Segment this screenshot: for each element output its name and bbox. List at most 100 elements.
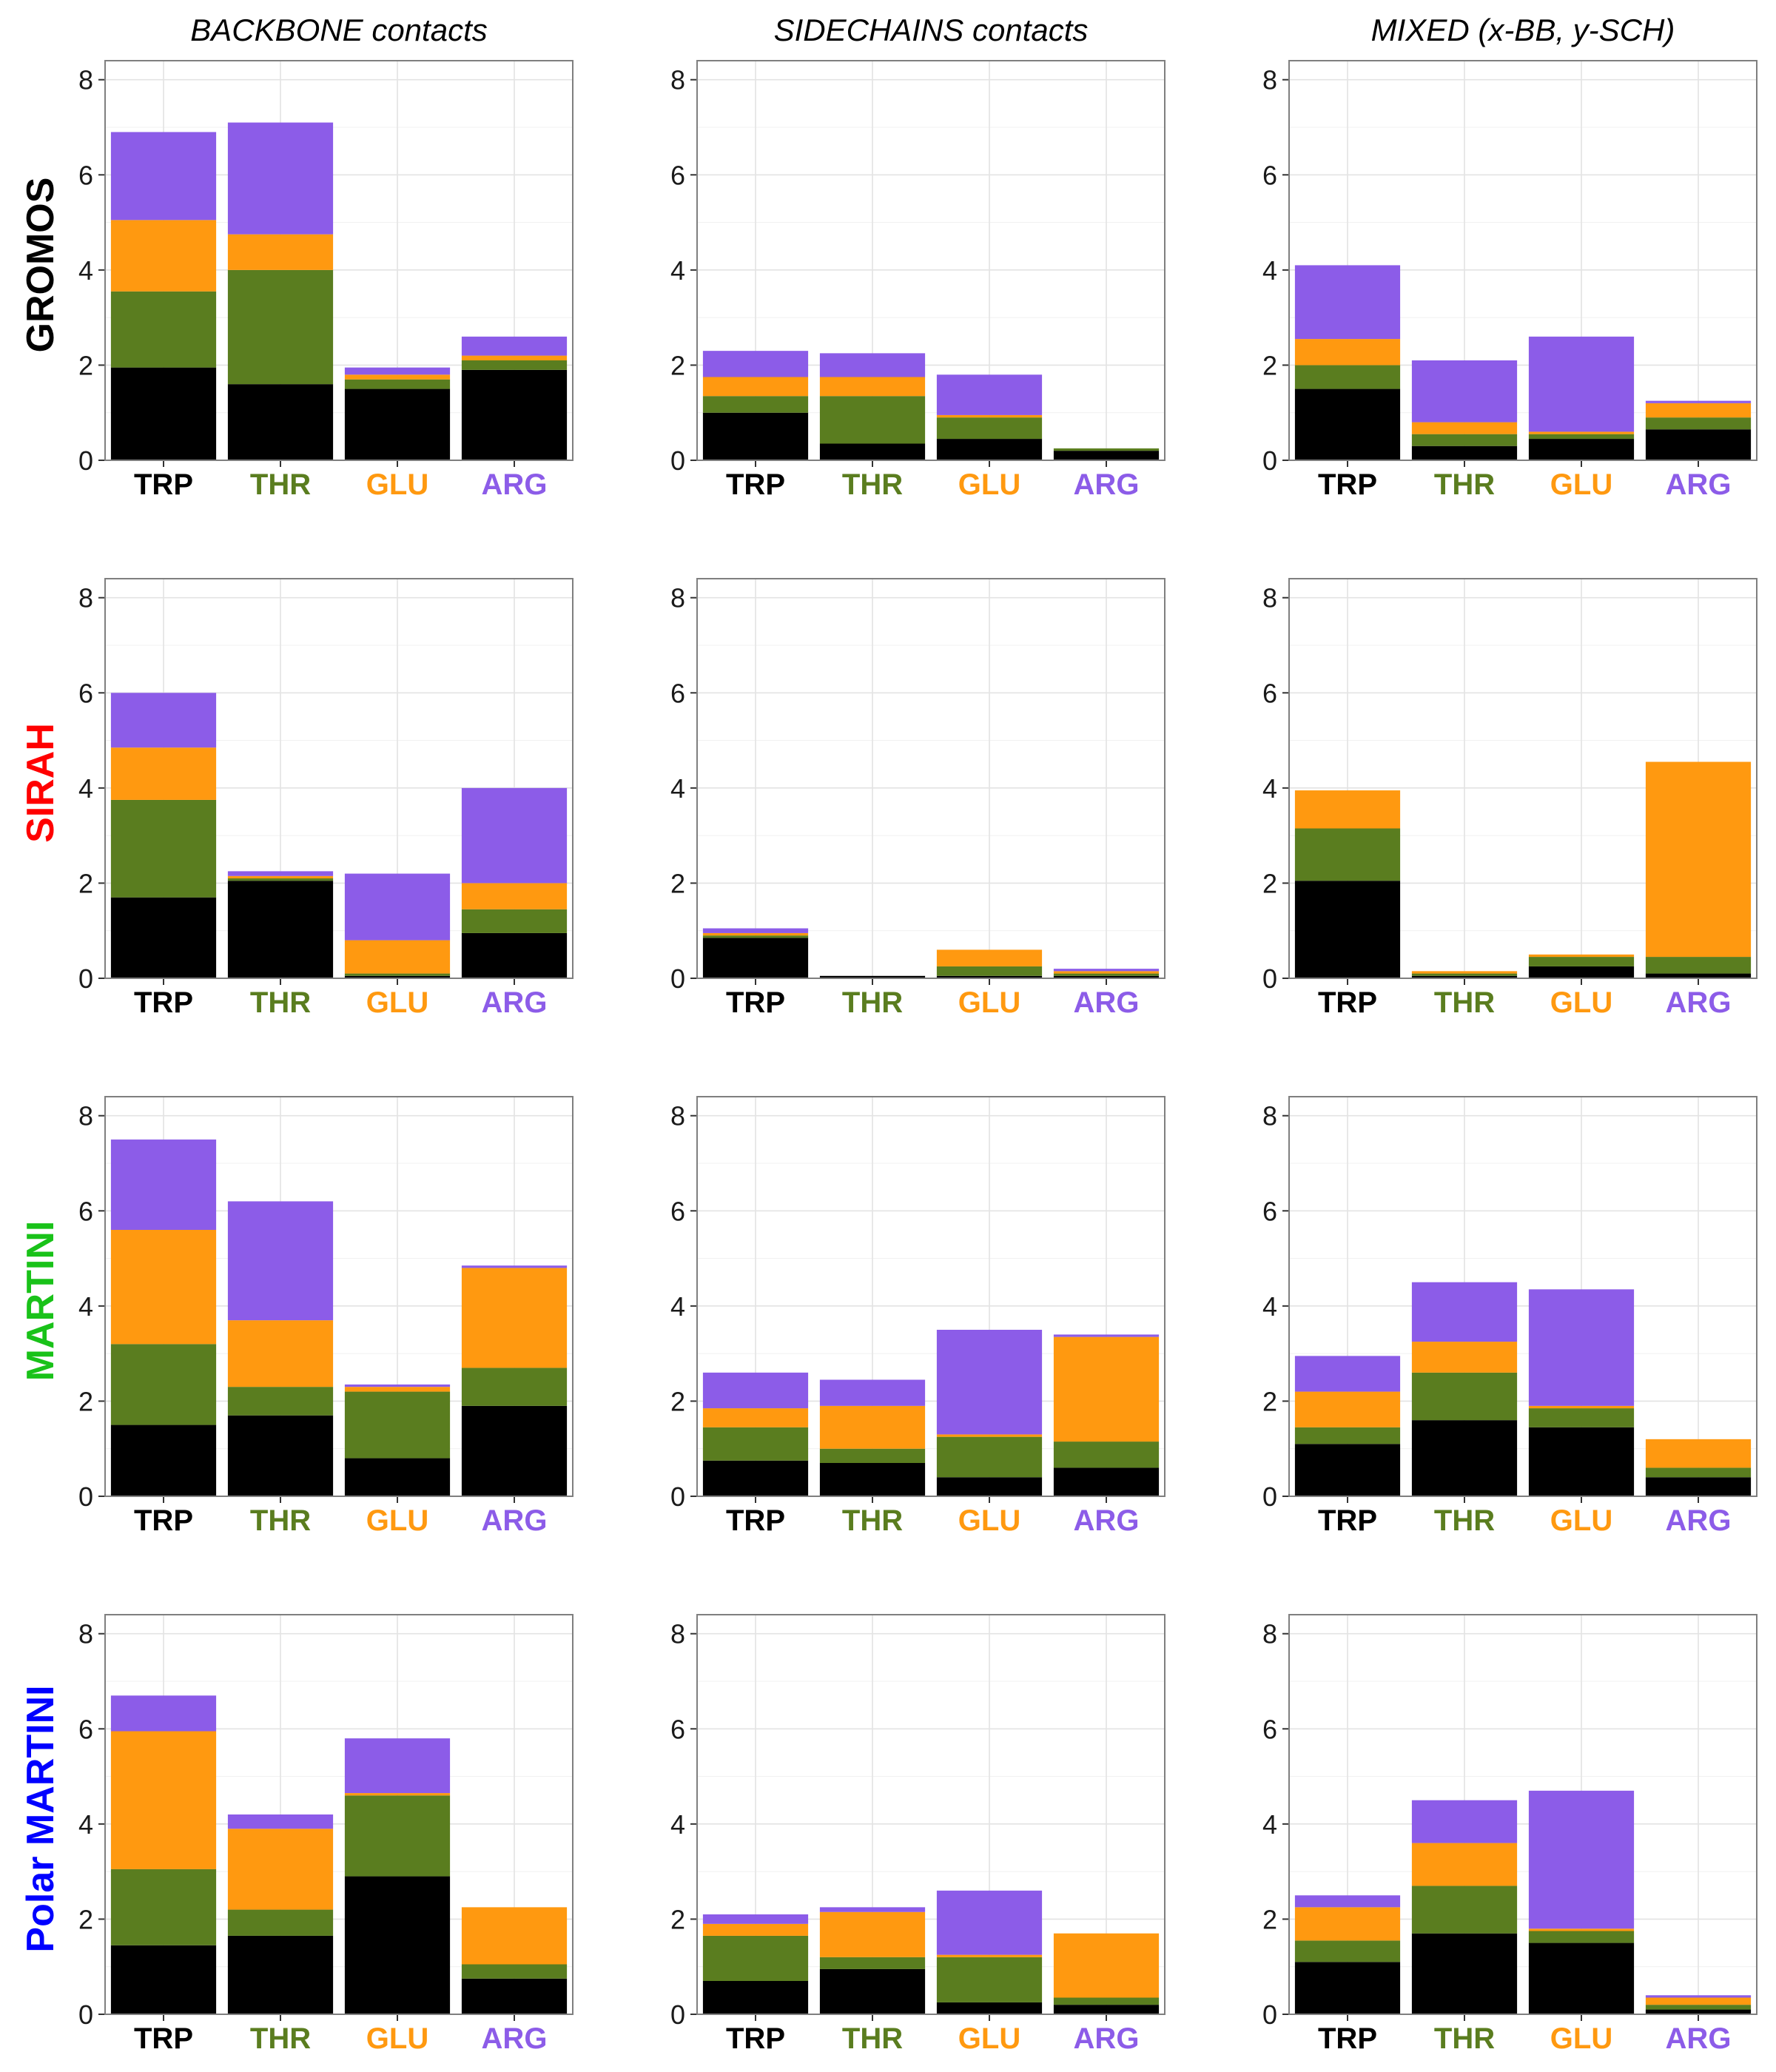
bar-segment-thr-arg xyxy=(1411,1282,1518,1342)
y-tick-label: 4 xyxy=(78,773,93,804)
x-category-label: GLU xyxy=(366,986,428,1019)
panel-border xyxy=(696,1096,1166,1497)
bar-segment-arg-glu xyxy=(1645,761,1752,958)
bar-segment-trp-thr xyxy=(702,935,809,938)
bar-segment-trp-thr xyxy=(702,1935,809,1981)
panel-background xyxy=(696,578,1166,979)
bar-segment-arg-glu xyxy=(1053,1336,1160,1442)
y-tick-label: 8 xyxy=(1262,583,1277,613)
x-category-label: TRP xyxy=(134,468,193,501)
bar-segment-thr-arg xyxy=(819,1379,926,1406)
y-tick-label: 2 xyxy=(1262,1904,1277,1934)
bar-segment-trp-arg xyxy=(110,1695,217,1732)
bar-segment-glu-arg xyxy=(1528,336,1635,432)
bar-segment-trp-glu xyxy=(110,220,217,292)
panel-border xyxy=(104,578,574,979)
y-tick-label: 2 xyxy=(670,868,685,898)
row-title-martini: MARTINI xyxy=(19,1221,62,1382)
bar-segment-trp-glu xyxy=(702,1923,809,1936)
bar-segment-trp-trp xyxy=(1294,881,1401,978)
x-category-label: TRP xyxy=(726,468,785,501)
y-tick-label: 8 xyxy=(78,583,93,613)
bar-segment-trp-thr xyxy=(702,396,809,413)
bar-segment-trp-arg xyxy=(702,351,809,377)
bar-segment-trp-trp xyxy=(110,1945,217,2014)
panel-3-1: 0 2 4 6 8 TRP THR GLU ARG xyxy=(78,1096,574,1537)
bar-segment-glu-arg xyxy=(344,367,451,375)
y-tick-label: 0 xyxy=(78,963,93,994)
bar-segment-glu-glu xyxy=(344,1793,451,1796)
bar-segment-thr-thr xyxy=(227,269,334,385)
panel-border xyxy=(104,60,574,461)
x-category-label: THR xyxy=(1434,1504,1495,1537)
bar-segment-thr-trp xyxy=(227,881,334,978)
bar-segment-arg-thr xyxy=(1645,957,1752,974)
bar-segment-thr-trp xyxy=(1411,445,1518,460)
bar-segment-arg-trp xyxy=(1645,973,1752,978)
bar-segment-arg-glu xyxy=(1645,1997,1752,2005)
x-category-label: GLU xyxy=(958,468,1020,501)
bar-segment-glu-trp xyxy=(344,1458,451,1496)
bar-segment-trp-thr xyxy=(702,1427,809,1461)
y-tick-label: 8 xyxy=(670,583,685,613)
bar-segment-arg-glu xyxy=(1053,971,1160,974)
bar-segment-arg-glu xyxy=(461,883,568,909)
bar-segment-trp-thr xyxy=(110,1344,217,1425)
bar-segment-trp-glu xyxy=(702,932,809,936)
y-tick-label: 2 xyxy=(78,350,93,380)
y-tick-label: 6 xyxy=(78,1196,93,1226)
bar-segment-trp-thr xyxy=(110,799,217,898)
bar-segment-trp-glu xyxy=(110,1731,217,1869)
y-tick-label: 4 xyxy=(1262,1291,1277,1322)
column-titles: BACKBONE contacts SIDECHAINS contacts MI… xyxy=(190,13,1675,47)
bar-segment-arg-trp xyxy=(1053,1467,1160,1496)
bar-segment-thr-arg xyxy=(227,1201,334,1321)
x-category-label: THR xyxy=(842,2022,903,2055)
x-category-label: THR xyxy=(250,986,311,1019)
bar-segment-glu-trp xyxy=(1528,439,1635,460)
bar-segment-thr-arg xyxy=(819,353,926,377)
x-category-label: ARG xyxy=(482,468,548,501)
bar-segment-arg-arg xyxy=(1053,969,1160,972)
y-tick-label: 8 xyxy=(78,1619,93,1649)
bar-segment-arg-glu xyxy=(461,355,568,360)
bar-segment-thr-glu xyxy=(227,1320,334,1388)
x-category-label: THR xyxy=(1434,986,1495,1019)
y-tick-label: 8 xyxy=(78,1101,93,1131)
bar-segment-trp-trp xyxy=(110,367,217,460)
bar-segment-thr-arg xyxy=(1411,360,1518,423)
bar-segment-thr-thr xyxy=(1411,1372,1518,1421)
bar-segment-thr-glu xyxy=(819,1405,926,1449)
y-tick-label: 4 xyxy=(1262,255,1277,286)
bar-segment-glu-glu xyxy=(936,414,1043,418)
y-tick-label: 4 xyxy=(670,1291,685,1322)
y-tick-label: 8 xyxy=(670,65,685,95)
row-title-polar-martini: Polar MARTINI xyxy=(19,1685,62,1952)
bar-segment-thr-trp xyxy=(227,1415,334,1496)
bar-segment-glu-arg xyxy=(936,374,1043,415)
x-category-label: TRP xyxy=(726,2022,785,2055)
bar-segment-glu-glu xyxy=(936,1954,1043,1957)
bar-segment-arg-trp xyxy=(461,932,568,978)
bar-segment-thr-trp xyxy=(227,384,334,460)
x-category-label: ARG xyxy=(1074,1504,1140,1537)
bar-segment-glu-arg xyxy=(1528,1289,1635,1406)
bar-segment-trp-glu xyxy=(702,1408,809,1427)
bar-segment-glu-trp xyxy=(936,1477,1043,1496)
y-tick-label: 2 xyxy=(78,1904,93,1934)
bar-segment-thr-thr xyxy=(227,878,334,881)
x-category-label: TRP xyxy=(726,986,785,1019)
bar-segment-thr-thr xyxy=(819,396,926,444)
bar-segment-glu-thr xyxy=(936,417,1043,440)
x-category-label: THR xyxy=(250,1504,311,1537)
x-category-label: GLU xyxy=(1550,468,1612,501)
bar-segment-glu-glu xyxy=(344,1387,451,1392)
bar-segment-thr-thr xyxy=(1411,434,1518,446)
bar-segment-thr-thr xyxy=(227,1387,334,1416)
panel-3-3: 0 2 4 6 8 TRP THR GLU ARG xyxy=(1262,1096,1758,1537)
x-category-label: THR xyxy=(842,986,903,1019)
panel-border xyxy=(104,1096,574,1497)
column-title-sidechains: SIDECHAINS contacts xyxy=(774,13,1089,47)
y-tick-label: 4 xyxy=(670,1809,685,1840)
y-tick-label: 0 xyxy=(78,445,93,476)
